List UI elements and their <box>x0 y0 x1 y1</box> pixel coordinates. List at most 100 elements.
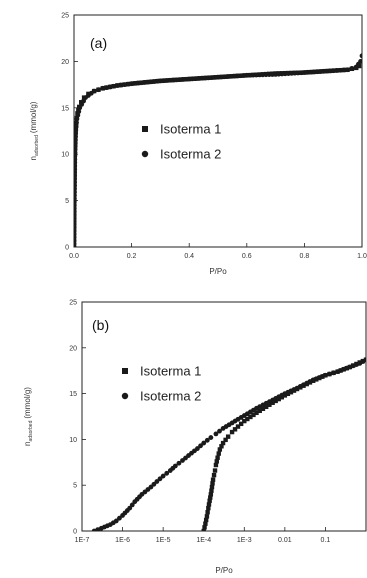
data-point-circle <box>345 67 350 73</box>
data-point-square <box>212 468 218 473</box>
x-axis-label: P/Po <box>209 267 227 276</box>
data-point-square <box>209 484 215 490</box>
x-tick-label: 1E-4 <box>196 537 211 544</box>
x-tick-label: 1E-5 <box>156 537 171 544</box>
data-point-circle <box>91 528 97 531</box>
data-point-square <box>201 528 206 531</box>
y-axis-label-subscript: adsorbed <box>28 420 34 441</box>
y-tick-label: 0 <box>65 245 69 252</box>
data-point-circle <box>160 473 166 479</box>
series-2 <box>91 357 366 531</box>
data-point-circle <box>91 88 97 94</box>
data-point-square <box>235 424 241 429</box>
data-point-circle <box>363 357 366 363</box>
data-point-circle <box>208 435 214 440</box>
data-point-square <box>267 402 272 407</box>
legend: Isoterma 1 Isoterma 2 <box>141 122 221 162</box>
data-point-circle <box>127 505 133 511</box>
data-point-square <box>209 488 214 493</box>
y-tick-label: 5 <box>73 483 77 490</box>
data-point-circle <box>114 83 120 88</box>
y-axis-label-main: n <box>29 156 38 160</box>
data-point-circle <box>104 85 109 91</box>
legend-marker-circle <box>121 392 129 400</box>
data-point-circle <box>74 116 80 122</box>
y-tick-label: 5 <box>65 198 69 205</box>
data-point-circle <box>113 518 119 524</box>
data-point-square <box>270 400 275 405</box>
data-point-square <box>214 459 219 464</box>
data-point-square <box>229 429 235 435</box>
y-tick-label: 20 <box>61 59 69 66</box>
data-point-circle <box>125 81 131 87</box>
chart-panel-b: 1E-7 1E-6 1E-5 1E-4 1E-3 0.01 0.1 0 5 10 15 20 25 P/P… <box>23 300 367 575</box>
legend-label: Isoterma 2 <box>160 147 221 162</box>
data-point-square <box>210 481 215 486</box>
data-point-square <box>206 502 212 507</box>
data-point-circle <box>176 460 182 466</box>
data-point-square <box>217 447 223 452</box>
data-point-circle <box>96 87 101 93</box>
data-point-circle <box>338 67 343 73</box>
data-point-square <box>203 521 208 526</box>
y-tick-label: 10 <box>61 152 69 159</box>
data-point-circle <box>359 53 362 59</box>
data-point-square <box>202 525 207 530</box>
data-point-square <box>273 398 278 404</box>
data-point-circle <box>111 83 116 89</box>
data-point-square <box>204 514 210 519</box>
data-layer <box>91 357 366 531</box>
data-point-circle <box>74 120 79 126</box>
y-axis-label-unit: (mmol/g) <box>23 387 32 419</box>
y-tick-label: 10 <box>69 437 77 444</box>
data-point-circle <box>358 59 362 64</box>
data-point-circle <box>75 112 81 118</box>
legend-marker-circle <box>141 150 149 158</box>
data-point-circle <box>204 437 210 443</box>
legend-label: Isoterma 1 <box>160 122 221 137</box>
data-point-circle <box>157 476 163 482</box>
data-point-square <box>206 505 211 511</box>
data-point-square <box>223 437 228 443</box>
data-point-square <box>242 418 247 424</box>
data-point-circle <box>154 479 160 484</box>
data-point-circle <box>330 68 336 74</box>
data-point-circle <box>117 515 122 521</box>
data-point-square <box>260 406 266 412</box>
data-point-circle <box>122 82 127 87</box>
data-point-square <box>225 434 231 439</box>
legend-label: Isoterma 2 <box>140 389 201 404</box>
data-point-circle <box>327 371 332 377</box>
data-point-square <box>207 498 212 503</box>
data-point-circle <box>74 127 79 133</box>
panel-label: (a) <box>90 35 107 51</box>
legend-marker-square <box>122 368 128 374</box>
data-point-circle <box>74 123 79 129</box>
data-point-circle <box>100 85 106 91</box>
x-tick-label: 1E-3 <box>237 537 252 544</box>
y-axis-label-subscript: adsorbed <box>34 135 40 156</box>
data-point-circle <box>118 82 124 88</box>
x-tick-label: 1E-7 <box>75 537 90 544</box>
data-point-circle <box>201 440 207 446</box>
data-point-circle <box>334 68 340 73</box>
data-point-square <box>216 451 221 456</box>
data-point-square <box>213 462 219 468</box>
data-point-circle <box>164 470 170 476</box>
legend-label: Isoterma 1 <box>140 364 201 379</box>
y-tick-label: 15 <box>61 105 69 112</box>
data-point-square <box>215 455 220 460</box>
y-axis-label: nadsorbed (mmol/g) <box>29 101 40 160</box>
data-point-square <box>251 412 256 418</box>
x-tick-label: 0.4 <box>184 253 194 260</box>
y-axis-label-unit: (mmol/g) <box>29 101 38 133</box>
data-point-circle <box>129 502 135 508</box>
x-tick-label: 1E-6 <box>115 537 130 544</box>
data-point-square <box>211 472 217 478</box>
data-point-circle <box>331 370 336 376</box>
data-point-circle <box>195 446 200 451</box>
data-point-circle <box>323 372 328 378</box>
y-tick-label: 25 <box>61 13 69 20</box>
data-point-circle <box>213 431 219 437</box>
